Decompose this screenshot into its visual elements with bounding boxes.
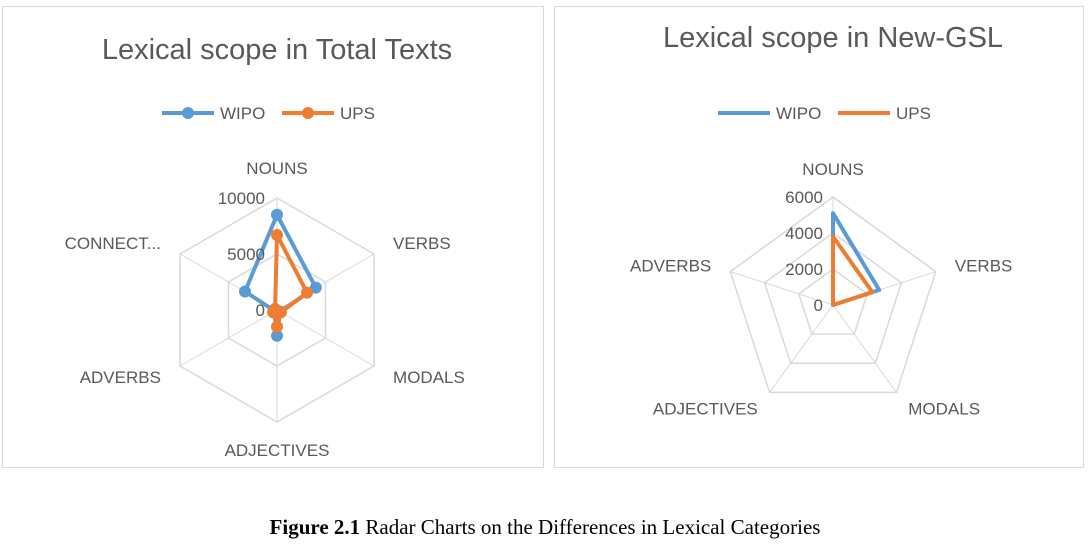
- tick-label-6000: 6000: [785, 188, 823, 207]
- axis-label-nouns: NOUNS: [802, 160, 863, 179]
- figure-caption-text: Radar Charts on the Differences in Lexic…: [360, 515, 821, 539]
- series-line-ups: [831, 234, 875, 307]
- figure-caption: Figure 2.1 Radar Charts on the Differenc…: [0, 515, 1090, 540]
- tick-label-5000: 5000: [227, 245, 265, 264]
- legend-label-ups: UPS: [896, 104, 931, 123]
- legend-label-wipo: WIPO: [220, 104, 265, 123]
- tick-label-10000: 10000: [218, 189, 265, 208]
- grid-spoke-modals: [832, 304, 897, 393]
- data-point-wipo-adjectives: [271, 329, 283, 342]
- legend-marker-ups: [302, 107, 314, 119]
- axis-label-modals: MODALS: [908, 400, 980, 419]
- axis-label-verbs: VERBS: [393, 234, 451, 253]
- figure-caption-number: Figure 2.1: [269, 515, 361, 539]
- axis-label-modals: MODALS: [393, 368, 465, 387]
- grid-ring-4000: [763, 232, 903, 364]
- axis-label-adverbs: ADVERBS: [80, 368, 161, 387]
- data-point-ups-verbs: [301, 286, 314, 299]
- tick-label-0: 0: [814, 296, 823, 315]
- tick-label-0: 0: [256, 301, 265, 320]
- axis-label-adverbs: ADVERBS: [630, 256, 711, 275]
- grid-spoke-adverbs: [730, 271, 834, 306]
- radar-chart-new-gsl-svg: Lexical scope in New-GSL WIPO UPS 0 2000 4000…: [630, 22, 1013, 419]
- axis-label-verbs: VERBS: [955, 256, 1013, 275]
- data-point-ups-adjectives: [271, 320, 283, 333]
- data-point-wipo-nouns: [271, 208, 283, 221]
- radar-chart-new-gsl: Lexical scope in New-GSL WIPO UPS 0 2000 4000…: [554, 6, 1084, 468]
- legend-label-ups: UPS: [340, 104, 375, 123]
- axis-label-adjectives: ADJECTIVES: [653, 400, 758, 419]
- legend-marker-wipo: [182, 107, 194, 119]
- data-point-ups-nouns: [271, 228, 283, 241]
- radar-chart-total-texts: Lexical scope in Total Texts WIPO UPS 0 5000…: [2, 6, 544, 468]
- axis-label-connect: CONNECT...: [65, 234, 161, 253]
- radar-chart-total-texts-svg: Lexical scope in Total Texts WIPO UPS 0 5000…: [65, 34, 465, 460]
- tick-label-4000: 4000: [785, 224, 823, 243]
- grid-ring-6000: [729, 196, 937, 394]
- axis-label-adjectives: ADJECTIVES: [225, 441, 330, 460]
- data-point-ups-connect: [269, 302, 282, 315]
- grid-spoke-adjectives: [769, 304, 834, 393]
- grid-spoke-modals: [276, 309, 375, 367]
- tick-label-2000: 2000: [785, 260, 823, 279]
- grid-ring-2000: [797, 268, 869, 335]
- axis-label-nouns: NOUNS: [246, 159, 307, 178]
- legend-label-wipo: WIPO: [776, 104, 821, 123]
- grid-spoke-adverbs: [179, 309, 278, 367]
- chart-title: Lexical scope in Total Texts: [102, 34, 452, 66]
- data-point-wipo-connect: [238, 285, 251, 298]
- chart-title: Lexical scope in New-GSL: [663, 22, 1003, 54]
- data-point-wipo-verbs: [309, 281, 322, 294]
